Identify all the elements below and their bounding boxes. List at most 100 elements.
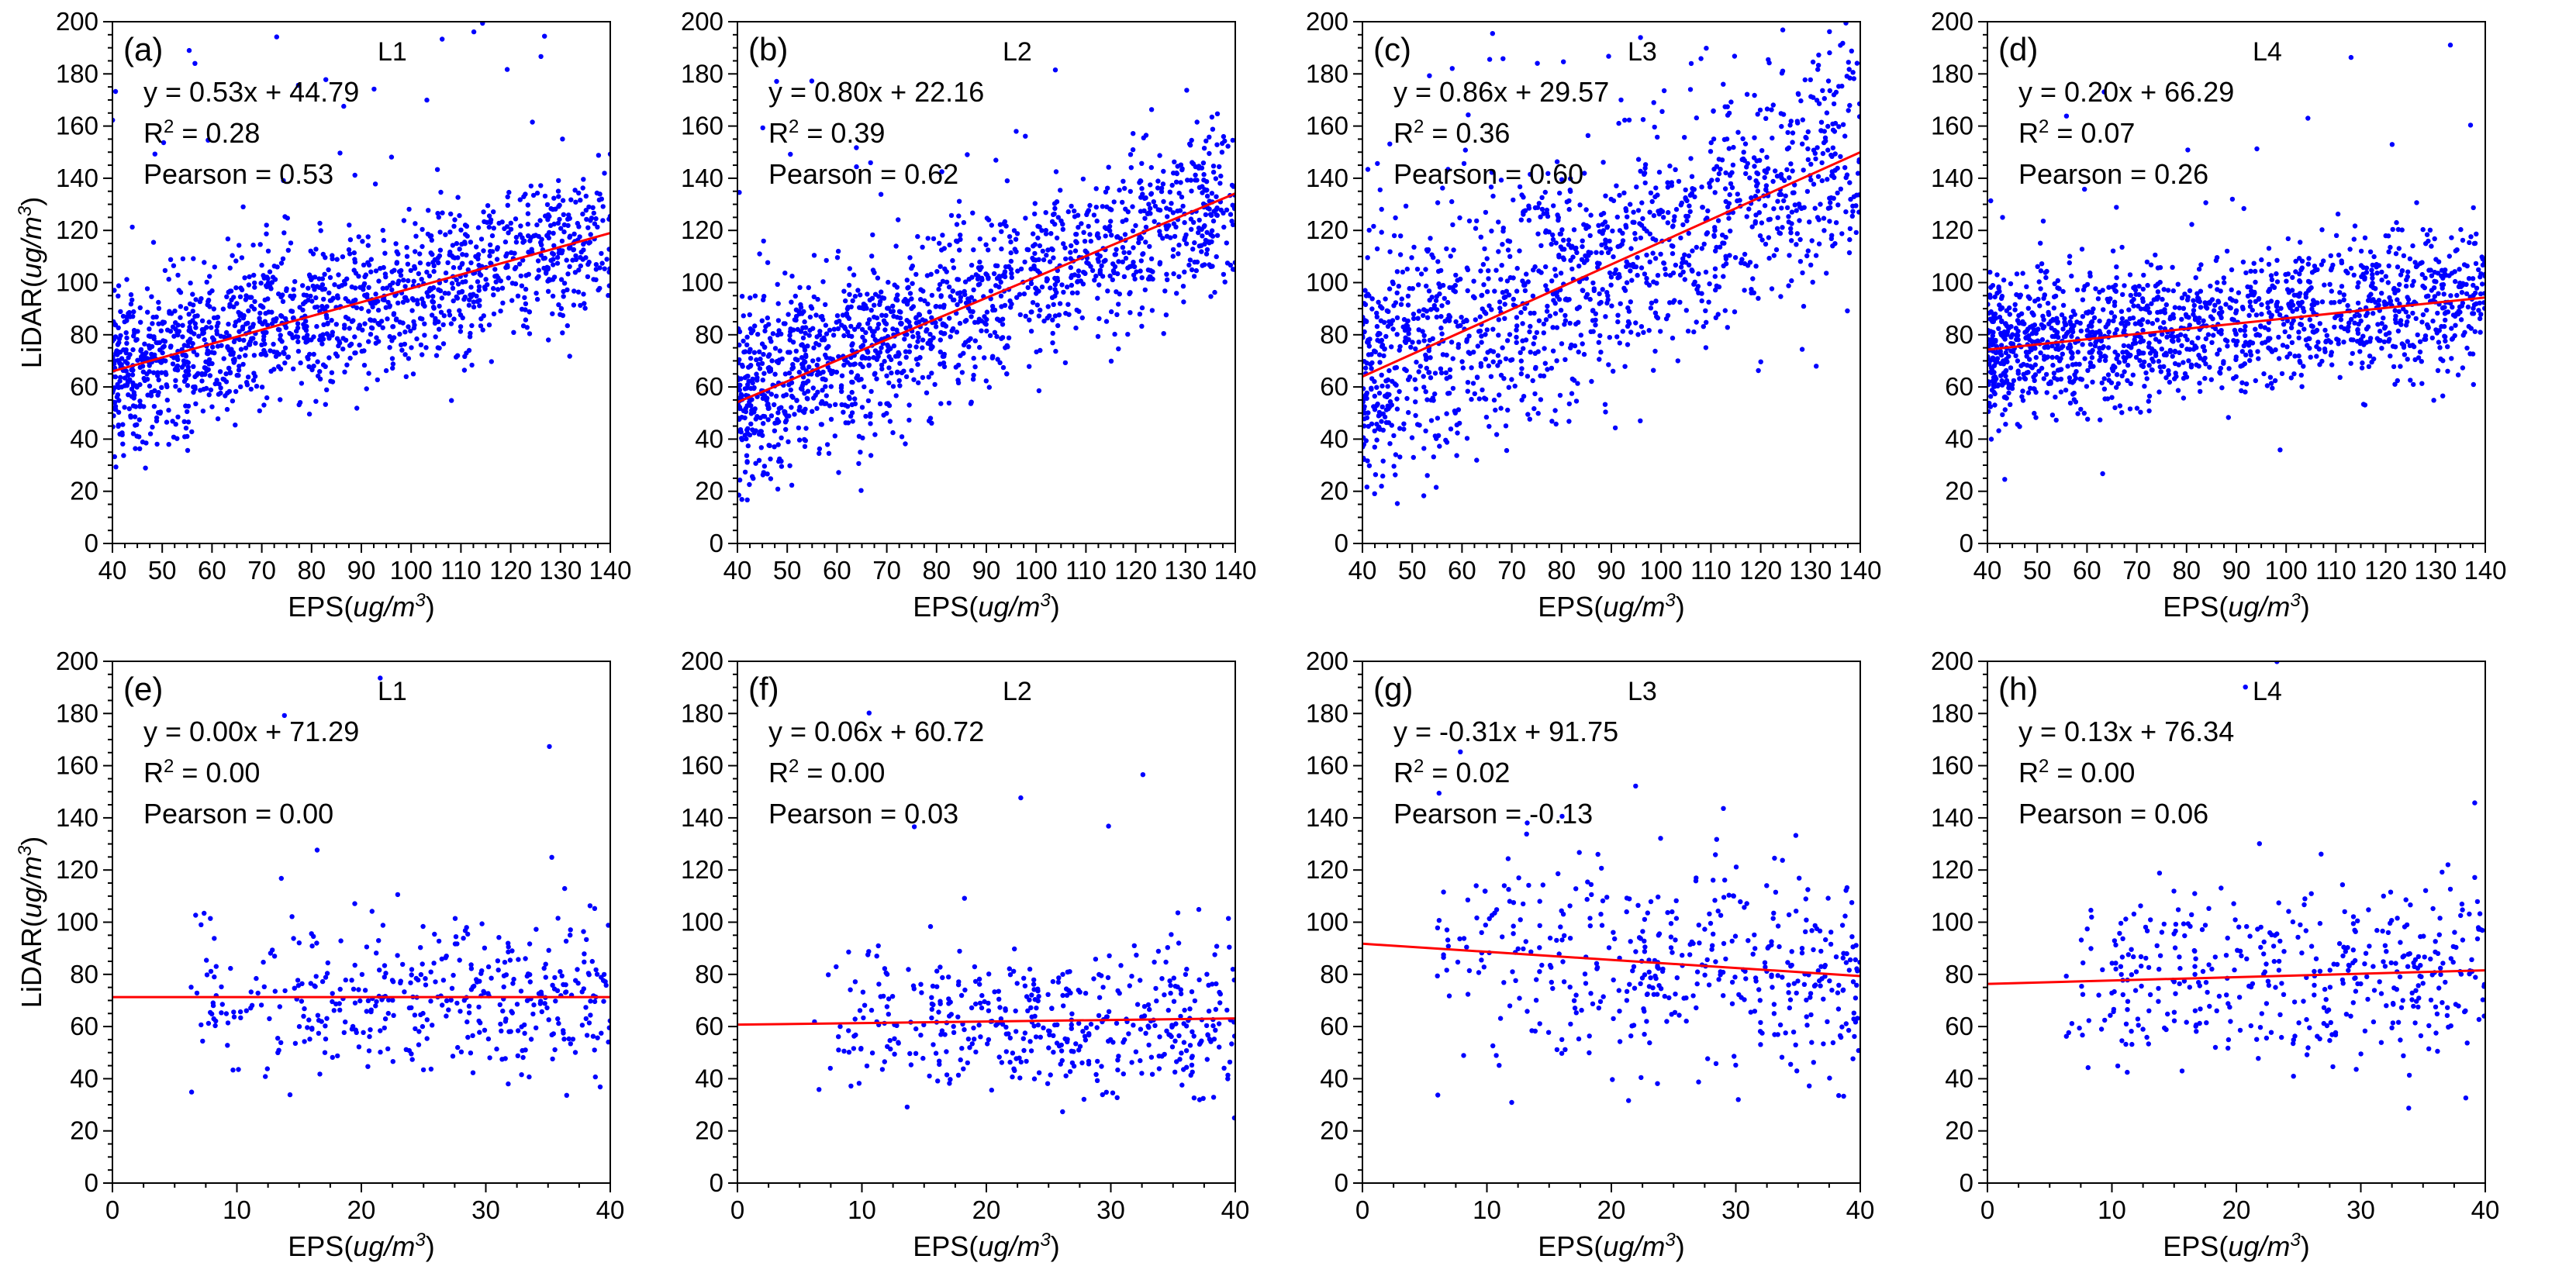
scatter-point [1836,124,1842,129]
scatter-point [1615,319,1621,325]
scatter-point [1511,197,1516,203]
scatter-point [748,295,753,301]
scatter-point [1362,442,1366,447]
scatter-point [1622,288,1628,293]
scatter-point [1832,167,1838,173]
scatter-point [1138,268,1143,274]
scatter-point [1052,275,1058,281]
scatter-point [2025,305,2031,311]
scatter-point [1465,380,1471,385]
scatter-point [898,309,903,315]
scatter-point [567,233,573,239]
scatter-point [1391,303,1397,309]
scatter-point [1587,233,1593,239]
scatter-point [1551,203,1556,209]
scatter-point [759,361,765,366]
scatter-point [1036,388,1042,394]
scatter-point [1221,210,1226,216]
scatter-point [998,293,1004,298]
scatter-point [1200,160,1207,166]
scatter-point [116,293,121,298]
scatter-point [779,435,784,440]
scatter-point [879,362,885,368]
scatter-point [970,309,975,315]
scatter-point [1228,212,1234,217]
scatter-point [1642,162,1649,167]
scatter-point [1788,161,1794,167]
scatter-point [1525,374,1531,379]
scatter-point [183,368,188,374]
scatter-point [462,295,468,300]
scatter-point [1562,322,1567,327]
scatter-point [1127,250,1132,256]
scatter-point [1055,323,1061,329]
y-tick-label: 180 [1306,59,1348,88]
scatter-point [1172,159,1177,164]
scatter-point [1131,131,1136,136]
scatter-point [807,314,813,320]
scatter-point [306,364,312,370]
scatter-point [439,295,445,301]
scatter-point [879,312,885,318]
scatter-point [1372,378,1377,385]
scatter-point [1087,232,1093,237]
scatter-point [1561,59,1566,64]
scatter-point [753,461,758,466]
scatter-point [321,296,326,302]
scatter-point [858,450,863,455]
scatter-point [285,354,292,360]
scatter-point [555,188,561,194]
scatter-point [1069,282,1075,288]
scatter-point [525,202,530,208]
scatter-point [1850,70,1856,75]
scatter-point [1230,202,1235,208]
scatter-point [334,257,340,262]
scatter-point [1666,209,1671,216]
scatter-point [970,210,975,216]
scatter-point [1217,181,1223,186]
scatter-point [1691,329,1697,335]
scatter-point [1362,365,1369,371]
scatter-point [164,371,169,378]
scatter-point [339,283,345,288]
x-tick-label: 110 [1690,556,1732,585]
scatter-point [1836,84,1842,89]
scatter-point [1831,101,1837,107]
scatter-point [550,250,555,256]
scatter-point [849,379,855,385]
scatter-point [491,311,497,317]
scatter-point [737,416,741,421]
x-tick-label: 80 [297,556,326,585]
scatter-point [1810,59,1816,65]
scatter-point [2346,324,2351,329]
scatter-point [957,247,962,253]
scatter-point [1678,264,1684,270]
scatter-point [1081,229,1086,235]
scatter-point [541,265,547,271]
scatter-point [1716,171,1722,177]
scatter-point [1148,267,1154,274]
scatter-point [1393,452,1399,457]
scatter-point [1447,367,1453,372]
scatter-point [1421,307,1427,312]
scatter-point [1403,335,1408,340]
scatter-point [460,260,465,266]
scatter-point [309,367,315,373]
scatter-point [2062,316,2067,322]
scatter-point [289,309,295,314]
scatter-point [156,305,162,311]
scatter-point [1490,31,1496,36]
scatter-point [154,415,160,421]
scatter-point [1023,133,1028,139]
regression-equation: y = 0.53x + 44.79 [143,76,359,108]
scatter-point [2184,347,2190,352]
scatter-point [1037,243,1043,249]
scatter-point [920,244,925,250]
scatter-point [1629,278,1635,283]
scatter-point [1581,222,1587,227]
scatter-point [185,409,190,415]
scatter-point [1093,273,1099,279]
scatter-point [340,336,346,341]
scatter-point [1048,285,1053,291]
scatter-point [1157,229,1162,234]
